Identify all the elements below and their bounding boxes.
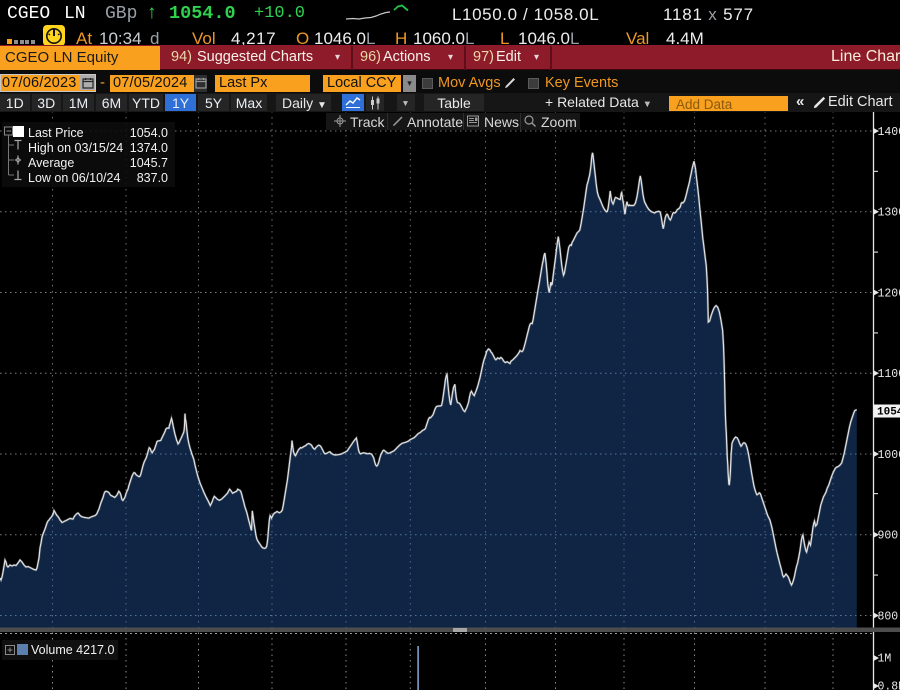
svg-text:1054.0: 1054.0 xyxy=(877,407,900,419)
svg-text:1200: 1200 xyxy=(878,287,900,300)
svg-text:800: 800 xyxy=(878,610,899,623)
svg-text:1M: 1M xyxy=(878,653,892,666)
svg-text:0.8M: 0.8M xyxy=(878,681,900,690)
svg-text:900: 900 xyxy=(878,530,899,543)
svg-text:1400: 1400 xyxy=(878,126,900,139)
svg-text:1100: 1100 xyxy=(878,368,900,381)
svg-text:1300: 1300 xyxy=(878,207,900,220)
svg-text:1000: 1000 xyxy=(878,449,900,462)
